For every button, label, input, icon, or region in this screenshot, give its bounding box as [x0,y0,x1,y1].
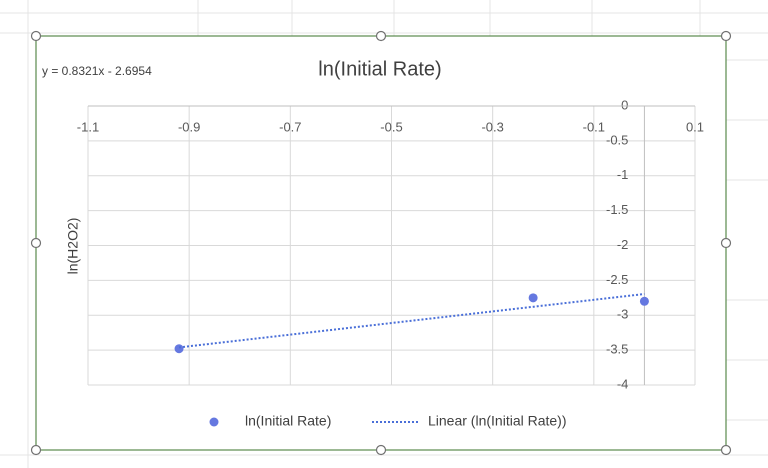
chart-frame[interactable] [35,35,727,451]
x-tick-label: -0.5 [380,119,402,134]
data-point [639,296,649,306]
selection-handles [30,30,732,456]
data-point [528,293,538,303]
y-tick-label: -3.5 [606,342,628,357]
y-tick-label: -2 [617,237,629,252]
y-tick-label: -0.5 [606,132,628,147]
y-tick-label: -2.5 [606,272,628,287]
chart-title: ln(Initial Rate) [318,58,441,80]
y-tick-label: -3 [617,307,629,322]
trendline-equation: y = 0.8321x - 2.6954 [42,64,152,78]
x-tick-label: -0.9 [178,119,200,134]
x-tick-label: -0.1 [583,119,605,134]
y-axis-title: ln(H2O2) [65,218,81,275]
x-tick-label: -0.7 [279,119,301,134]
x-tick-label: -1.1 [77,119,99,134]
y-tick-label: -4 [617,376,629,391]
legend-marker [209,417,219,427]
x-tick-label: -0.3 [481,119,503,134]
y-tick-label: -1 [617,167,629,182]
y-tick-label: -1.5 [606,202,628,217]
data-point [174,344,184,354]
y-tick-label: 0 [621,97,628,112]
legend-label: Linear (ln(Initial Rate)) [428,413,567,429]
legend-label: ln(Initial Rate) [245,413,331,429]
x-tick-label: 0.1 [686,119,704,134]
